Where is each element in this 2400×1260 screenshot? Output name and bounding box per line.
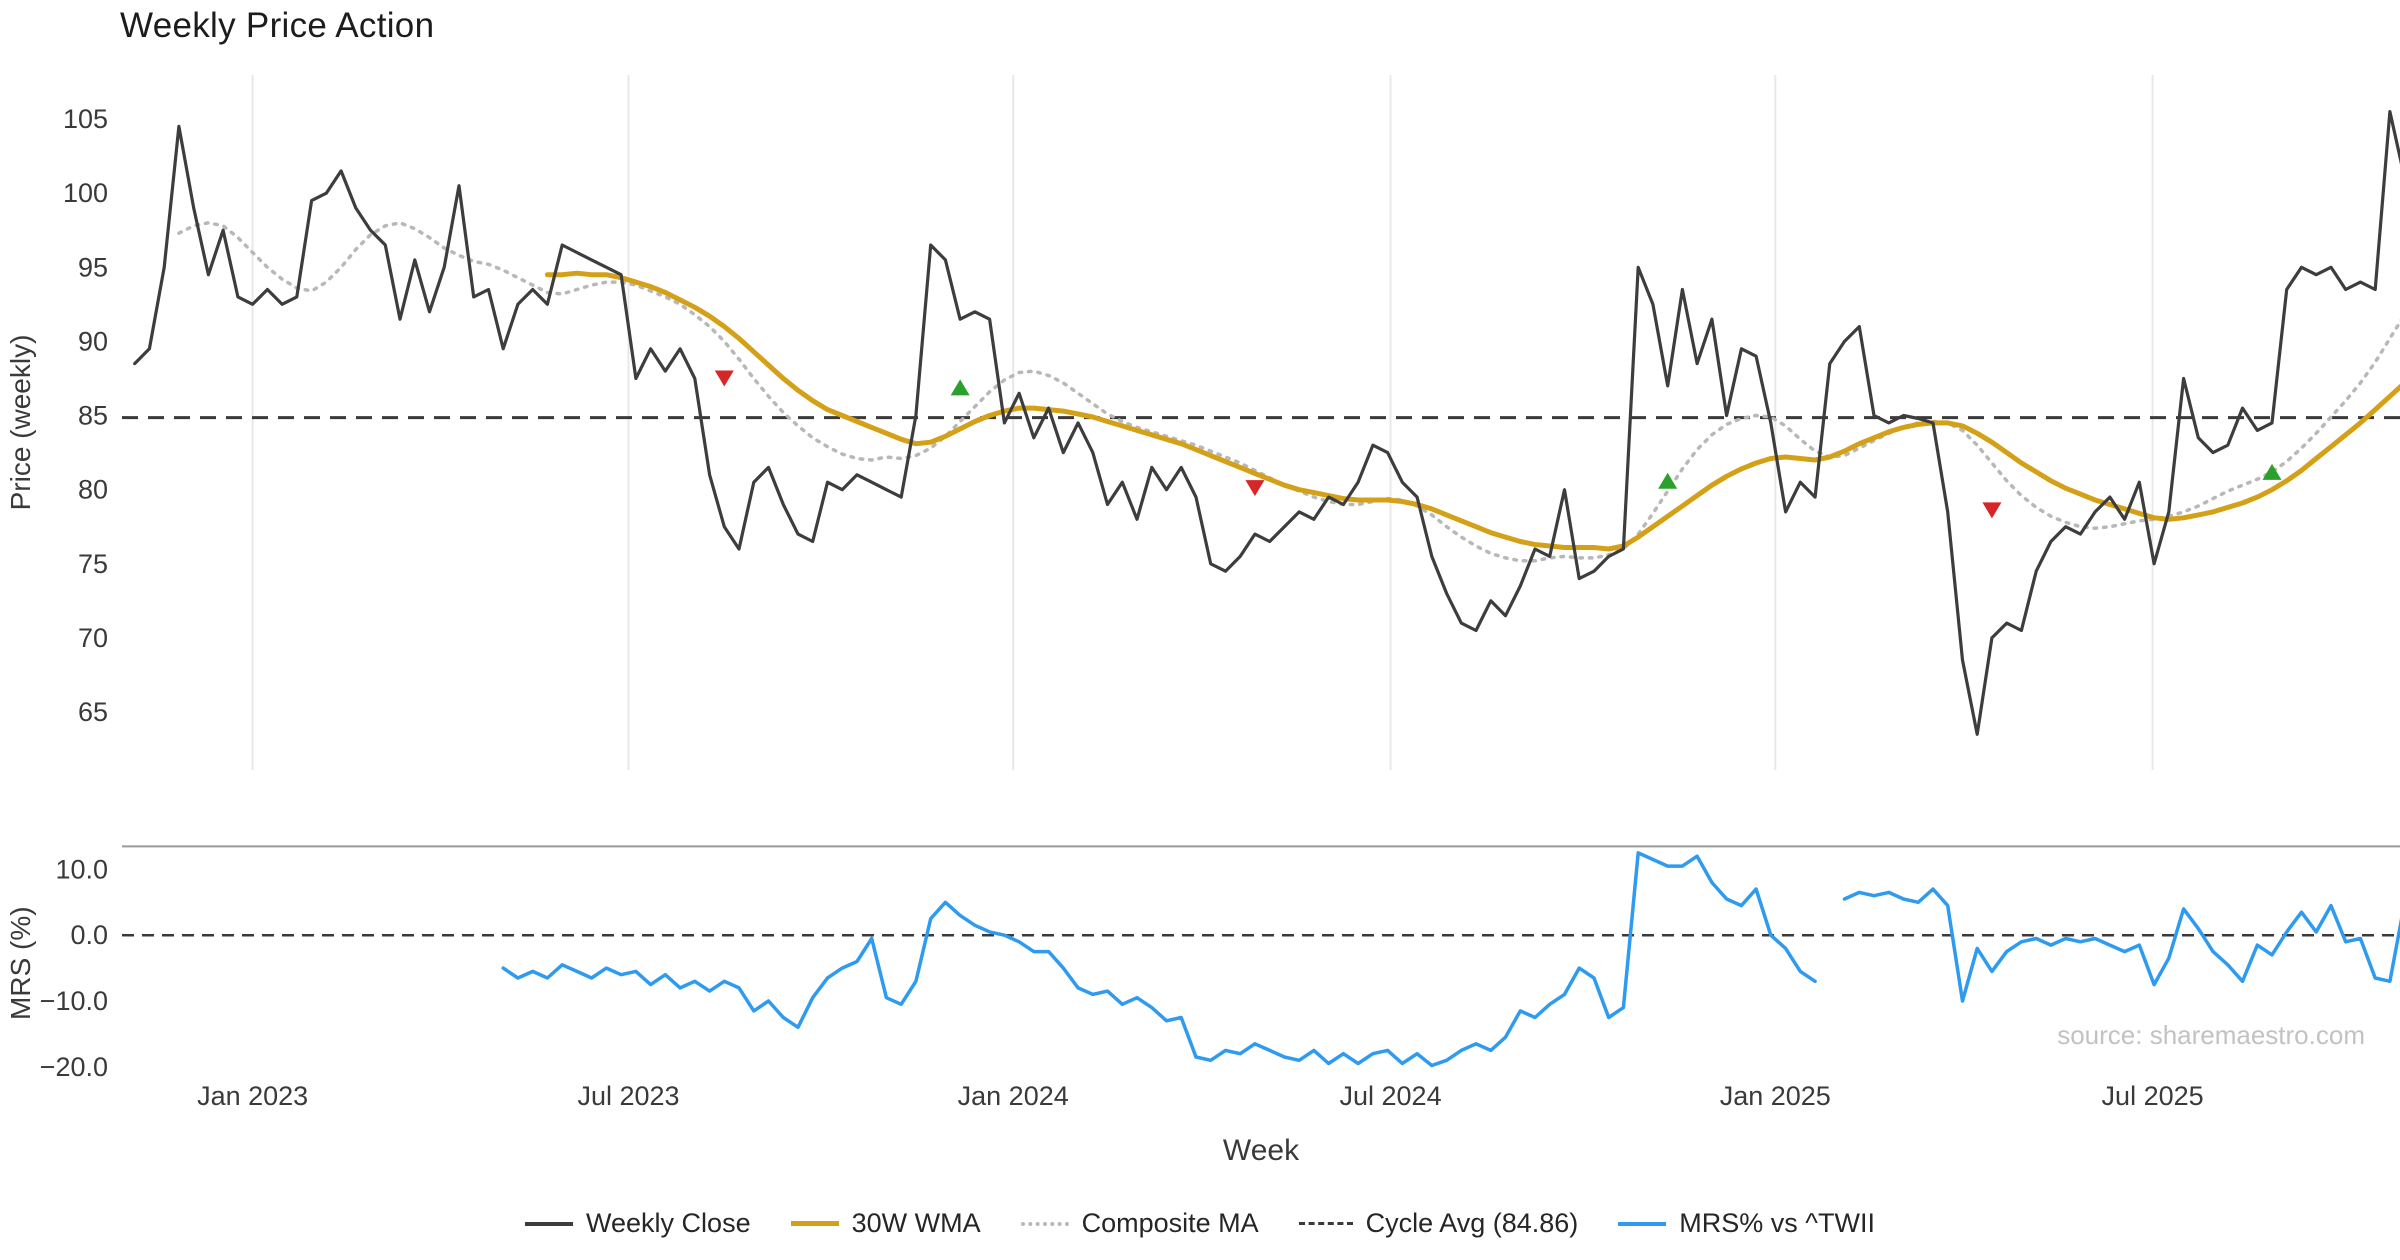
- xtick-label: Jan 2023: [197, 1081, 308, 1111]
- cycle-avg-line-swatch: [1298, 1222, 1353, 1225]
- wma-line: [544, 270, 2400, 552]
- xtick-label: Jul 2023: [577, 1081, 679, 1111]
- price-axis-label: Price (weekly): [5, 335, 36, 511]
- legend-label: 30W WMA: [851, 1208, 981, 1238]
- chart-legend: Weekly Close 30W WMA Composite MA Cycle …: [0, 1208, 2400, 1239]
- mrs-line: [501, 851, 2400, 1068]
- buy-marker: [1658, 472, 1678, 489]
- price-ytick-label: 95: [78, 252, 108, 282]
- legend-label: Weekly Close: [586, 1208, 751, 1238]
- xtick-label: Jul 2025: [2102, 1081, 2204, 1111]
- mrs-line-swatch: [1618, 1221, 1667, 1226]
- mrs-ytick-label: 0.0: [70, 920, 108, 950]
- weekly-close-line: [133, 110, 2400, 736]
- xtick-label: Jul 2024: [1340, 1081, 1442, 1111]
- x-axis-label: Week: [1223, 1134, 1300, 1167]
- xtick-label: Jan 2024: [958, 1081, 1069, 1111]
- legend-item-composite-ma: Composite MA: [1020, 1208, 1259, 1239]
- mrs-ytick-label: 10.0: [55, 854, 108, 884]
- sell-marker: [1245, 480, 1265, 497]
- legend-item-weekly-close: Weekly Close: [525, 1208, 751, 1239]
- mrs-ytick-label: −10.0: [40, 986, 108, 1016]
- price-ytick-label: 90: [78, 326, 108, 356]
- buy-marker: [2262, 463, 2282, 480]
- price-ytick-label: 80: [78, 475, 108, 505]
- source-attribution: source: sharemaestro.com: [2057, 1020, 2365, 1050]
- buy-marker: [950, 379, 970, 396]
- composite-ma-line: [177, 221, 2400, 563]
- legend-label: Cycle Avg (84.86): [1365, 1208, 1579, 1238]
- chart-title: Weekly Price Action: [120, 6, 435, 45]
- mrs-ytick-label: −20.0: [40, 1052, 108, 1082]
- wma-line-swatch: [790, 1221, 839, 1226]
- legend-item-mrs: MRS% vs ^TWII: [1618, 1208, 1875, 1239]
- price-ytick-label: 100: [63, 178, 108, 208]
- legend-item-cycle-avg: Cycle Avg (84.86): [1298, 1208, 1579, 1239]
- weekly-close-line-swatch: [525, 1221, 574, 1226]
- price-ytick-label: 75: [78, 549, 108, 579]
- xtick-label: Jan 2025: [1720, 1081, 1831, 1111]
- mrs-axis-label: MRS (%): [5, 906, 36, 1020]
- legend-label: MRS% vs ^TWII: [1679, 1208, 1875, 1238]
- legend-label: Composite MA: [1081, 1208, 1259, 1238]
- sell-marker: [1982, 502, 2002, 519]
- legend-item-30w-wma: 30W WMA: [790, 1208, 981, 1239]
- price-ytick-label: 70: [78, 623, 108, 653]
- composite-ma-line-swatch: [1020, 1221, 1069, 1226]
- sell-marker: [714, 370, 734, 387]
- price-ytick-label: 105: [63, 104, 108, 134]
- price-ytick-label: 65: [78, 697, 108, 727]
- price-ytick-label: 85: [78, 401, 108, 431]
